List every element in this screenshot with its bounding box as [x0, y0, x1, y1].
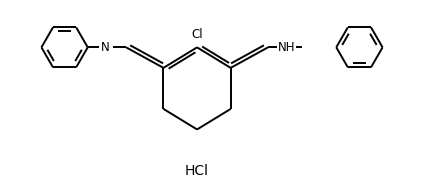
Text: N: N [101, 41, 110, 54]
Text: HCl: HCl [185, 164, 209, 177]
Text: NH: NH [278, 41, 296, 54]
Text: Cl: Cl [191, 28, 203, 41]
